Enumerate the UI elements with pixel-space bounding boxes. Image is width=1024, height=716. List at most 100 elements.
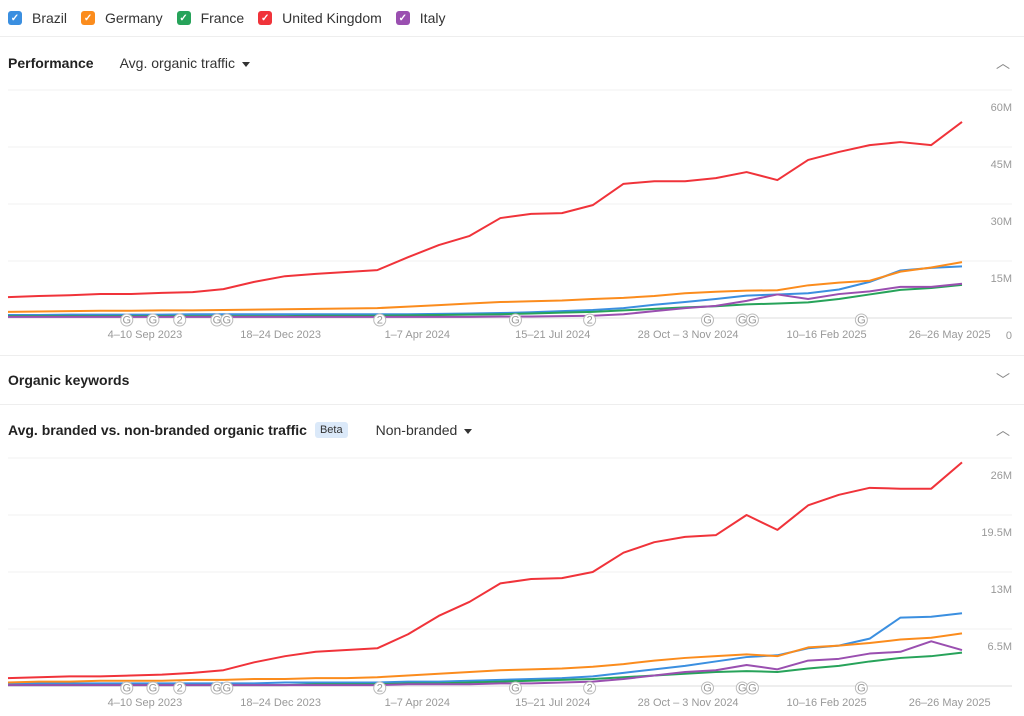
beta-badge: Beta [314,422,348,438]
x-tick-label: 26–26 May 2025 [909,329,991,341]
legend-label: United Kingdom [282,10,382,26]
annotation-label: G [511,315,520,327]
checkbox-checked-icon[interactable]: ✓ [81,11,96,25]
legend-item-united-kingdom[interactable]: ✓ United Kingdom [258,10,382,26]
annotation-marker [173,681,187,695]
annotation-label: G [748,315,757,327]
annotation-marker [220,681,234,695]
legend-label: Brazil [32,10,68,26]
annotation-label: G [223,315,232,327]
annotation-marker [220,313,234,327]
legend-item-germany[interactable]: ✓ Germany [81,10,163,26]
legend-label: Germany [105,10,163,26]
annotation-marker [508,681,522,695]
annotation-label: G [149,683,158,695]
annotation-label: G [123,683,132,695]
country-legend: ✓ Brazil ✓ Germany ✓ France ✓ United Kingdom ✓ It… [0,0,1024,37]
annotation-marker [700,313,714,327]
annotation-label: G [748,683,757,695]
annotation-marker [120,681,134,695]
annotation-marker [583,681,597,695]
legend-item-brazil[interactable]: ✓ Brazil [8,10,67,26]
y-tick-label: 30M [991,216,1012,228]
series-line-germany [7,261,963,313]
annotation-marker [854,313,868,327]
y-tick-label: 26M [991,470,1012,482]
annotation-marker [373,313,387,327]
annotation-label: G [223,683,232,695]
series-line-italy [8,282,963,318]
x-tick-label: 10–16 Feb 2025 [787,329,867,341]
annotation-marker [745,313,759,327]
annotation-marker [146,681,160,695]
annotation-label: G [213,683,222,695]
checkbox-checked-icon[interactable]: ✓ [8,11,22,25]
annotation-label: G [703,315,712,327]
checkbox-checked-icon[interactable]: ✓ [395,11,410,25]
x-tick-label: 4–10 Sep 2023 [108,697,183,709]
annotation-marker [173,313,187,327]
y-tick-label: 0 [1006,330,1012,342]
legend-item-italy[interactable]: ✓ Italy [395,10,446,26]
series-line-italy [8,640,963,687]
x-tick-label: 28 Oct – 3 Nov 2024 [638,697,739,709]
annotation-label: G [511,683,520,695]
collapse-chevron-up-icon[interactable]: ︿ [996,55,1010,71]
series-line-united-kingdom [7,121,963,299]
annotation-marker [854,681,868,695]
x-tick-label: 1–7 Apr 2024 [385,329,450,341]
branded-title: Avg. branded vs. non-branded organic tra… [8,422,307,438]
expand-chevron-down-icon[interactable]: ﹀ [996,372,1010,388]
annotation-marker [700,681,714,695]
organic-keywords-header[interactable]: Organic keywords ﹀ [0,355,1024,405]
organic-keywords-title: Organic keywords [8,372,130,388]
x-tick-label: 18–24 Dec 2023 [240,329,321,341]
annotation-marker [146,313,160,327]
branded-header: Avg. branded vs. non-branded organic tra… [0,405,1024,455]
annotation-label: 2 [587,315,593,327]
branded-dropdown[interactable]: Non-branded [376,422,473,438]
legend-item-france[interactable]: ✓ France [176,10,245,26]
performance-header: Performance Avg. organic traffic ︿ [0,38,1024,88]
annotation-label: G [703,683,712,695]
series-line-brazil [8,265,963,316]
series-line-brazil [8,612,963,685]
annotation-label: 2 [377,683,383,695]
y-tick-label: 60M [991,102,1012,114]
performance-title: Performance [8,55,94,71]
annotation-label: G [857,683,866,695]
legend-label: Italy [419,10,446,26]
x-tick-label: 18–24 Dec 2023 [240,697,321,709]
x-tick-label: 1–7 Apr 2024 [385,697,450,709]
x-tick-label: 28 Oct – 3 Nov 2024 [638,329,739,341]
annotation-label: 2 [587,683,593,695]
y-tick-label: 19.5M [981,527,1012,539]
metric-dropdown[interactable]: Avg. organic traffic [120,55,250,71]
annotation-label: 2 [377,315,383,327]
annotation-marker [373,681,387,695]
legend-label: France [200,10,245,26]
checkbox-checked-icon[interactable]: ✓ [258,11,273,25]
branded-chart: 6.5M 13M 19.5M 26M 4–10 Sep 2023 18–24 Dec 20… [7,457,1012,709]
collapse-chevron-up-icon[interactable]: ︿ [996,422,1010,438]
annotation-label: G [123,315,132,327]
y-tick-label: 6.5M [988,641,1012,653]
performance-chart: 0 15M 30M 45M 60M 4–10 Sep 2023 18–24 Dec 2023… [7,89,1012,342]
x-tick-label: 15–21 Jul 2024 [515,697,590,709]
annotation-label: 2 [177,683,183,695]
y-tick-label: 15M [991,273,1012,285]
x-tick-label: 15–21 Jul 2024 [515,329,590,341]
x-tick-label: 10–16 Feb 2025 [787,697,867,709]
annotation-marker [745,681,759,695]
annotation-label: G [149,315,158,327]
annotation-marker [508,313,522,327]
annotation-label: G [213,315,222,327]
annotation-label: G [738,683,747,695]
checkbox-checked-icon[interactable]: ✓ [176,11,191,25]
annotation-label: G [738,315,747,327]
x-tick-label: 26–26 May 2025 [909,697,991,709]
series-line-germany [7,632,963,684]
series-line-united-kingdom [7,461,963,680]
x-tick-label: 4–10 Sep 2023 [108,329,183,341]
annotation-marker [583,313,597,327]
